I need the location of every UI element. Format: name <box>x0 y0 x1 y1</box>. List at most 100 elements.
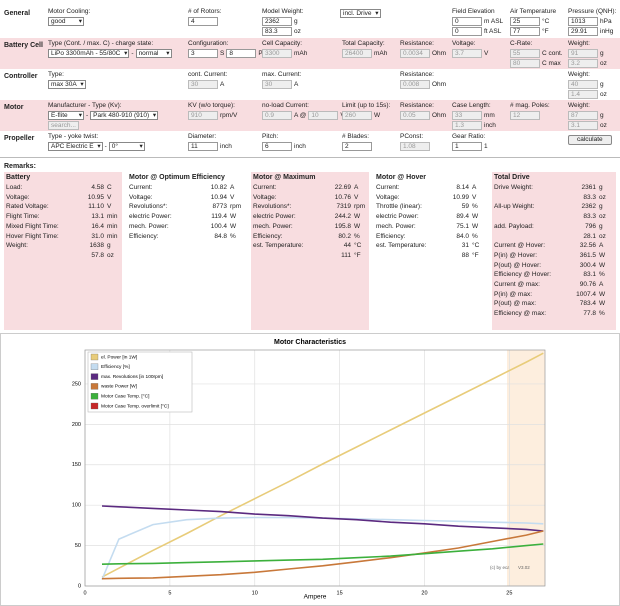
field-row: 12 <box>510 110 550 120</box>
input[interactable]: 29.91 <box>568 26 598 36</box>
result-value: 77.8 <box>583 310 596 318</box>
result-label: Current @ Hover: <box>494 242 546 250</box>
unit-label: V <box>484 49 489 57</box>
result-value: 84.0 <box>456 232 469 240</box>
credit: (c) by eca <box>490 565 510 570</box>
input[interactable]: 0 <box>452 26 482 36</box>
form-section: Motor Manufacturer - Type (Kv):E-flite-Pa… <box>0 100 620 131</box>
result-unit: V <box>230 193 235 201</box>
unit-label: mm <box>484 111 495 119</box>
result-value: 84.8 <box>214 232 227 240</box>
form-field: cont. Current: 30 A <box>188 71 227 89</box>
field-row: 1.08 <box>400 141 430 151</box>
result-label: add. Payload: <box>494 222 534 230</box>
input[interactable]: 83.3 <box>262 26 292 36</box>
select[interactable]: LiPo 3300mAh - 55/80C <box>48 48 130 58</box>
series-line <box>101 352 544 578</box>
form-field: Resistance: 0.05 Ohm <box>400 102 446 120</box>
input[interactable]: 1 <box>452 141 482 151</box>
field-label: Type (Cont. / max. C) - charge state: <box>48 40 154 47</box>
legend-swatch <box>90 383 99 390</box>
select[interactable]: good <box>48 16 84 26</box>
field-row: 29.91 inHg <box>568 26 616 36</box>
output: 0.05 <box>400 110 430 120</box>
input[interactable]: 6 <box>262 141 292 151</box>
field-label: Pitch: <box>262 133 279 140</box>
select[interactable]: normal <box>135 48 172 58</box>
legend-box <box>87 351 193 413</box>
field-row: 80 C max <box>510 58 563 68</box>
legend-swatch <box>90 353 99 361</box>
result-label: electric Power: <box>253 213 296 221</box>
output: 910 <box>188 110 218 120</box>
select[interactable]: E-flite <box>48 110 84 120</box>
input[interactable]: 11 <box>188 141 218 151</box>
input[interactable]: 3 <box>188 48 218 58</box>
select[interactable]: APC Electric E <box>48 141 103 151</box>
input[interactable]: 77 <box>510 26 540 36</box>
field-label: cont. Current: <box>188 71 228 78</box>
form-field: Limit (up to 15s): 260 W <box>342 102 390 120</box>
field-label: Pressure (QNH): <box>568 8 617 15</box>
field-row: 3.1 oz <box>568 120 607 130</box>
form-field: max. Current: 30 A <box>262 71 301 89</box>
result-unit: V <box>354 193 359 201</box>
result-title: Motor @ Hover <box>376 174 426 181</box>
output: 1.3 <box>452 120 482 130</box>
series-line <box>101 505 544 532</box>
field-row: 910 rpm/V <box>188 110 237 120</box>
input[interactable]: 0 <box>452 16 482 26</box>
result-unit: g <box>599 184 603 191</box>
form-section: General Motor Cooling:good # of Rotors:4 Mo… <box>0 6 620 37</box>
result-unit: W <box>599 261 606 269</box>
select[interactable]: max 30A <box>48 79 86 89</box>
select[interactable]: Park 480-910 (910) <box>90 110 159 120</box>
result-value: 13.1 <box>91 213 104 221</box>
result-unit: W <box>599 300 606 308</box>
field-label: PConst: <box>400 133 424 140</box>
field-row: 26400 mAh <box>342 48 387 58</box>
input[interactable]: 25 <box>510 16 540 26</box>
field-label: Gear Ratio: <box>452 133 486 140</box>
input[interactable]: 1013 <box>568 16 598 26</box>
select[interactable]: 0° <box>108 141 145 151</box>
unit-label: ft ASL <box>484 27 502 35</box>
button[interactable]: calculate <box>568 134 612 145</box>
result-value: 1638 <box>89 242 104 250</box>
select[interactable]: incl. Drive <box>340 8 381 18</box>
unit-label: g <box>294 17 298 25</box>
input[interactable]: 8 <box>226 48 257 58</box>
result-unit: W <box>472 222 479 230</box>
result-title: Motor @ Maximum <box>253 174 316 181</box>
result-unit: °C <box>472 242 480 250</box>
field-label: Air Temperature <box>510 8 557 15</box>
unit-label: - <box>86 111 89 119</box>
unit-label: inch <box>220 142 232 150</box>
result-label: Drive Weight: <box>494 184 533 191</box>
result-column: Motor @ Maximum Current: 22.69 A Voltage: 10.… <box>251 172 369 330</box>
unit-label: - <box>104 142 107 150</box>
result-unit: % <box>472 232 478 240</box>
result-value: 10.76 <box>334 193 351 201</box>
output: 0.008 <box>400 79 430 89</box>
form-field: calculate <box>568 133 612 145</box>
field-label: max. Current: <box>262 71 302 78</box>
field-row: 0.05 Ohm <box>400 110 446 120</box>
unit-label: mAh <box>294 49 308 57</box>
input[interactable]: 4 <box>188 16 218 26</box>
field-label: # mag. Poles: <box>510 102 550 109</box>
input[interactable]: 2 <box>342 141 372 151</box>
result-unit: % <box>599 271 605 279</box>
result-value: 90.76 <box>579 281 596 288</box>
y-tick-label: 200 <box>72 422 81 428</box>
result-label: Revolutions*: <box>129 203 168 211</box>
unit-label: mAh <box>374 49 388 57</box>
result-label: electric Power: <box>129 213 172 221</box>
y-tick-label: 150 <box>72 462 81 468</box>
result-label: Efficiency: <box>253 232 283 240</box>
section-label: General <box>4 10 31 17</box>
input[interactable]: 2362 <box>262 16 292 26</box>
result-value: 244.2 <box>334 213 351 221</box>
legend-label: Efficiency [%] <box>101 364 130 370</box>
